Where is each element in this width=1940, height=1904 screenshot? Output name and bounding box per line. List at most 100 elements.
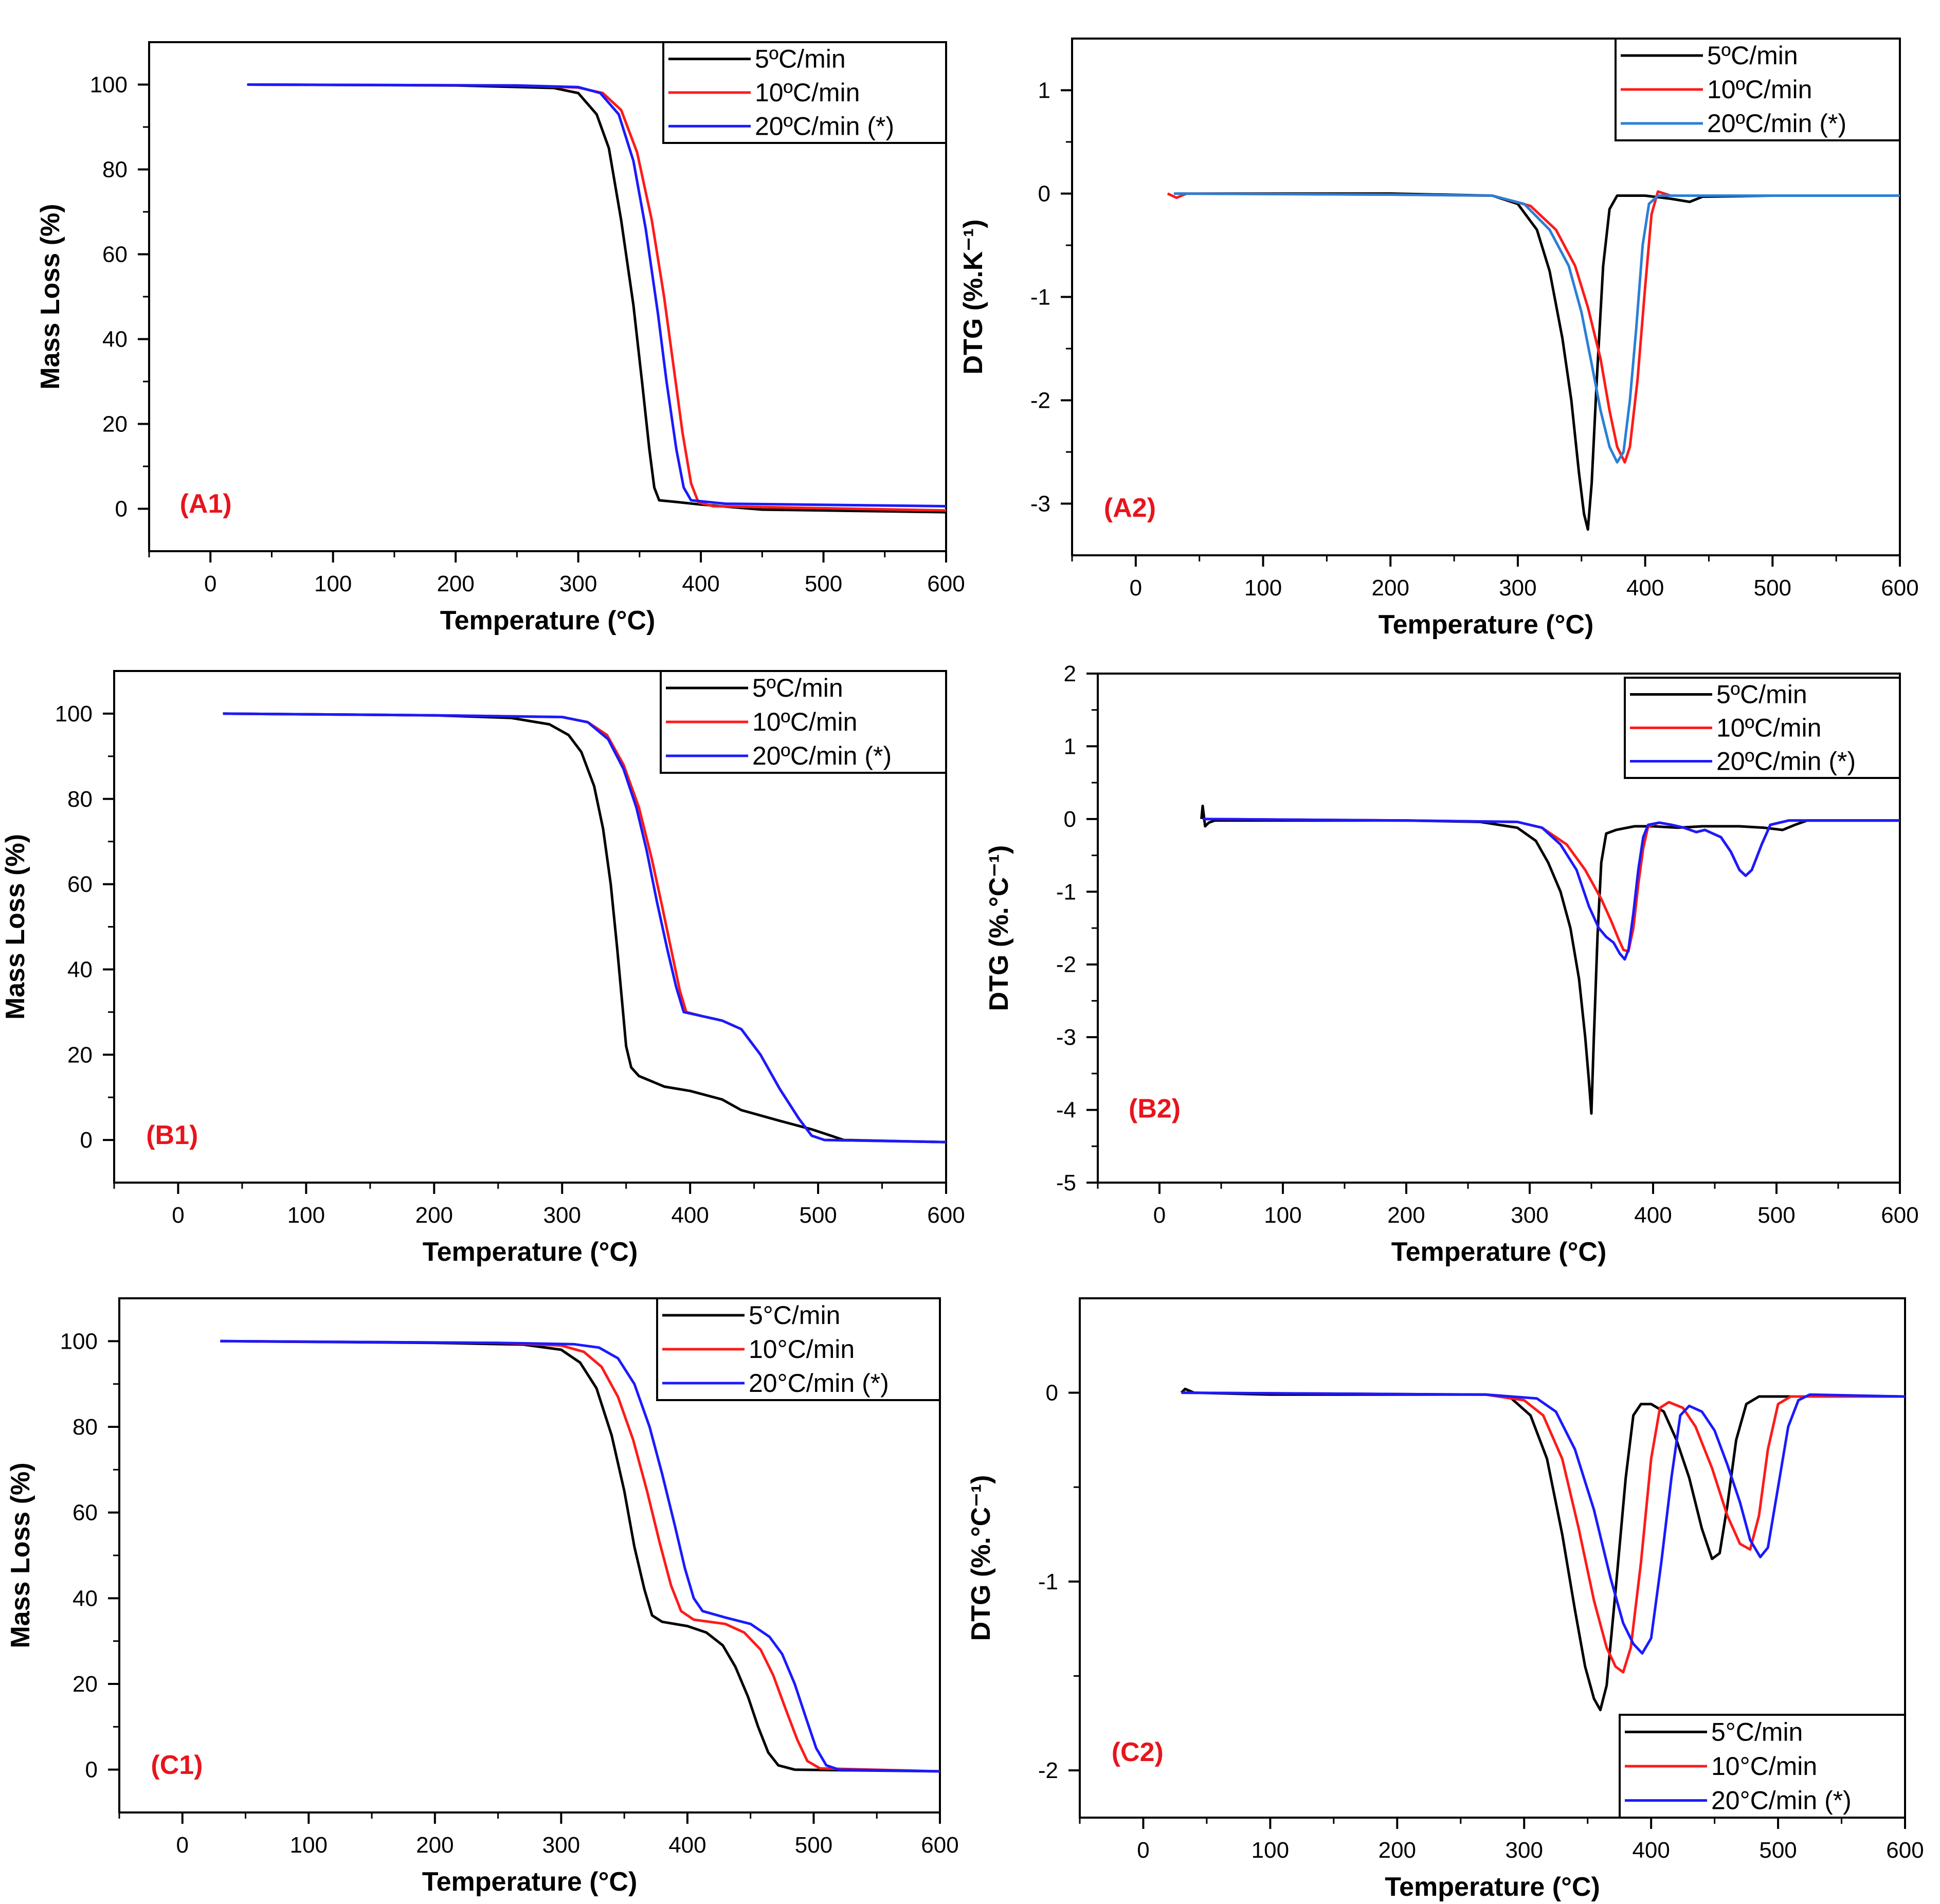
y-tick-label: -3: [1056, 1025, 1076, 1050]
y-tick-label: 0: [115, 497, 128, 522]
x-tick-label: 500: [799, 1203, 837, 1228]
series-line-1: [1202, 818, 1900, 953]
y-tick-label: 60: [72, 1500, 98, 1526]
y-axis-title: Mass Loss (%): [1, 834, 30, 1020]
legend-label: 10°C/min: [1711, 1752, 1817, 1781]
series-line-1: [1167, 190, 1900, 464]
y-tick-label: 60: [67, 872, 93, 897]
x-tick-label: 300: [1506, 1838, 1543, 1863]
series-line-0: [1174, 192, 1900, 531]
chart-panel-a2: 0 100 200 300 400 500 600 -3 -2 -1 0 1 Temperature (…: [958, 38, 1919, 640]
y-tick-label: 20: [67, 1042, 93, 1067]
x-tick-label: 300: [542, 1833, 580, 1858]
y-tick-label: -1: [1038, 1569, 1058, 1594]
legend-label: 5ºC/min: [1707, 41, 1798, 70]
y-tick-label: 1: [1064, 734, 1076, 759]
x-tick-label: 0: [176, 1833, 189, 1858]
series-line-2: [223, 712, 946, 1144]
x-tick-label: 600: [1881, 575, 1918, 601]
legend-label: 20ºC/min (*): [755, 112, 894, 140]
x-tick-label: 300: [543, 1203, 581, 1228]
y-tick-label: 100: [55, 701, 93, 727]
series-line-0: [1200, 804, 1900, 1115]
x-tick-label: 600: [921, 1833, 958, 1858]
y-tick-label: -2: [1030, 388, 1050, 413]
x-tick-label: 0: [1153, 1203, 1166, 1228]
x-tick-label: 0: [204, 571, 216, 596]
y-axis-title: DTG (%.°C⁻¹): [966, 1475, 996, 1641]
x-tick-label: 600: [1881, 1203, 1918, 1228]
y-tick-label: 40: [67, 957, 93, 982]
legend-label: 5ºC/min: [1716, 680, 1807, 709]
x-axis-title: Temperature (°C): [422, 1867, 638, 1897]
x-axis-title: Temperature (°C): [1391, 1237, 1607, 1267]
series-line-0: [223, 712, 946, 1144]
y-tick-label: 80: [72, 1415, 98, 1440]
series-line-1: [223, 712, 946, 1144]
legend-label: 20ºC/min (*): [1716, 747, 1856, 776]
x-tick-label: 300: [1499, 575, 1536, 601]
legend-label: 5ºC/min: [752, 674, 843, 702]
legend-label: 10ºC/min: [1707, 75, 1812, 104]
y-tick-label: 0: [80, 1128, 93, 1153]
y-tick-label: 20: [72, 1672, 98, 1697]
legend: 5ºC/min 10ºC/min 20ºC/min (*): [662, 41, 947, 144]
x-tick-label: 200: [437, 571, 474, 596]
x-tick-label: 400: [1634, 1203, 1672, 1228]
x-tick-label: 200: [416, 1833, 454, 1858]
series-line-2: [220, 1339, 940, 1773]
x-axis-title: Temperature (°C): [1379, 610, 1594, 640]
chart-panel-b2: 0 100 200 300 400 500 600 -5 -4 -3 -2 -1 0 1 2 Temperat…: [984, 661, 1919, 1267]
y-tick-label: -1: [1030, 285, 1050, 310]
series-line-2: [1202, 818, 1900, 961]
y-tick-label: 40: [72, 1586, 98, 1611]
legend-label: 5°C/min: [1711, 1717, 1803, 1746]
x-tick-label: 400: [1626, 575, 1664, 601]
legend-label: 20ºC/min (*): [752, 741, 892, 770]
x-tick-label: 400: [671, 1203, 709, 1228]
x-tick-label: 100: [287, 1203, 325, 1228]
x-tick-label: 300: [1511, 1203, 1548, 1228]
x-tick-label: 300: [559, 571, 597, 596]
chart-panel-c1: 0 100 200 300 400 500 600 0 20 40 60 80 100 Temperatu…: [6, 1297, 959, 1897]
series-line-0: [247, 83, 946, 514]
y-axis-title: DTG (%.K⁻¹): [958, 220, 988, 375]
panel-label: (B1): [146, 1120, 198, 1150]
x-tick-label: 100: [1264, 1203, 1301, 1228]
y-tick-label: -3: [1030, 492, 1050, 517]
x-tick-label: 400: [1632, 1838, 1670, 1863]
series-line-0: [220, 1339, 940, 1773]
legend-label: 5°C/min: [749, 1301, 840, 1330]
x-tick-label: 200: [1387, 1203, 1425, 1228]
y-tick-label: -2: [1038, 1758, 1058, 1783]
x-tick-label: 600: [927, 571, 965, 596]
x-tick-label: 0: [1137, 1838, 1149, 1863]
x-axis-title: Temperature (°C): [440, 606, 656, 636]
series-line-1: [1181, 1391, 1905, 1674]
y-axis-title: Mass Loss (%): [35, 204, 65, 389]
x-tick-label: 100: [290, 1833, 328, 1858]
y-axis-title: Mass Loss (%): [6, 1462, 35, 1648]
x-tick-label: 200: [1379, 1838, 1416, 1863]
x-tick-label: 100: [1252, 1838, 1289, 1863]
x-tick-label: 200: [1372, 575, 1409, 601]
chart-panel-b1: 0 100 200 300 400 500 600 0 20 40 60 80 100 Temperatu…: [1, 670, 965, 1267]
y-tick-label: -5: [1056, 1170, 1076, 1195]
series-line-1: [220, 1339, 940, 1773]
x-axis-title: Temperature (°C): [1385, 1872, 1600, 1902]
x-tick-label: 500: [1759, 1838, 1797, 1863]
panel-label: (B2): [1129, 1094, 1181, 1124]
legend: 5ºC/min 10ºC/min 20ºC/min (*): [1624, 677, 1901, 779]
series-line-0: [1180, 1387, 1905, 1712]
x-tick-label: 400: [668, 1833, 706, 1858]
plot-frame: [1079, 1297, 1906, 1819]
x-tick-label: 600: [1886, 1838, 1924, 1863]
panel-label: (A2): [1104, 493, 1156, 523]
legend-label: 5ºC/min: [755, 45, 846, 74]
y-tick-label: 0: [1064, 807, 1076, 832]
legend-label: 20°C/min (*): [749, 1369, 889, 1398]
legend: 5ºC/min 10ºC/min 20ºC/min (*): [1615, 38, 1901, 141]
x-tick-label: 500: [1757, 1203, 1795, 1228]
panel-label: (C1): [151, 1750, 203, 1780]
legend: 5°C/min 10°C/min 20°C/min (*): [1619, 1714, 1906, 1819]
